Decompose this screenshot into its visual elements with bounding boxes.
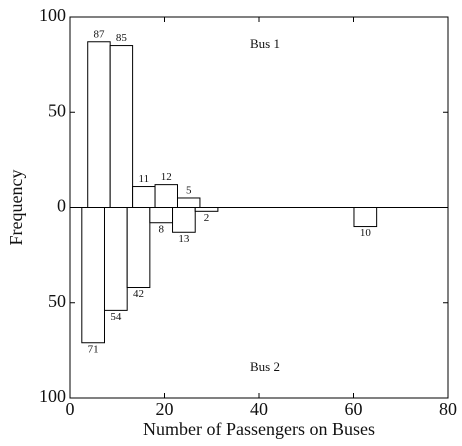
value-label: 8 [158, 223, 164, 235]
x-tick-label: 0 [66, 399, 75, 419]
bar [172, 207, 196, 233]
x-tick-label: 60 [345, 399, 363, 419]
value-label: 2 [204, 212, 210, 224]
bar [126, 207, 151, 289]
y-tick-label: 100 [39, 5, 66, 25]
value-label: 42 [133, 288, 144, 300]
bar [353, 207, 378, 228]
bar [154, 184, 178, 208]
value-label: 5 [186, 185, 192, 197]
bar [132, 186, 156, 208]
x-tick-label: 80 [439, 399, 457, 419]
bar [81, 207, 105, 344]
bar [176, 197, 201, 209]
bar [194, 207, 219, 212]
value-label: 12 [161, 171, 172, 183]
y-tick-label: 100 [39, 386, 66, 406]
x-tick-label: 40 [250, 399, 268, 419]
y-axis-label: Frequency [6, 170, 26, 246]
value-label: 10 [360, 227, 372, 239]
y-tick-label: 0 [57, 196, 66, 216]
value-label: 85 [116, 32, 128, 44]
y-tick-label: 50 [48, 291, 66, 311]
annotation: Bus 1 [250, 36, 280, 51]
value-label: 54 [110, 311, 122, 323]
annotation: Bus 2 [250, 359, 280, 374]
value-label: 11 [139, 173, 150, 185]
value-label: 71 [88, 343, 99, 355]
x-axis-label: Number of Passengers on Buses [143, 419, 375, 439]
value-label: 87 [93, 28, 105, 40]
bar [87, 41, 111, 208]
x-tick-label: 20 [156, 399, 174, 419]
value-label: 13 [178, 233, 190, 245]
y-tick-label: 50 [48, 100, 66, 120]
bar [149, 207, 174, 224]
bar [103, 207, 128, 311]
bar [109, 45, 134, 209]
